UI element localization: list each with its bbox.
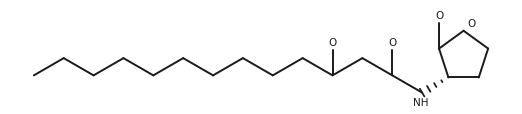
Text: O: O	[435, 11, 443, 21]
Text: O: O	[388, 37, 396, 47]
Text: O: O	[467, 19, 476, 29]
Text: NH: NH	[413, 97, 428, 107]
Text: O: O	[328, 37, 337, 47]
